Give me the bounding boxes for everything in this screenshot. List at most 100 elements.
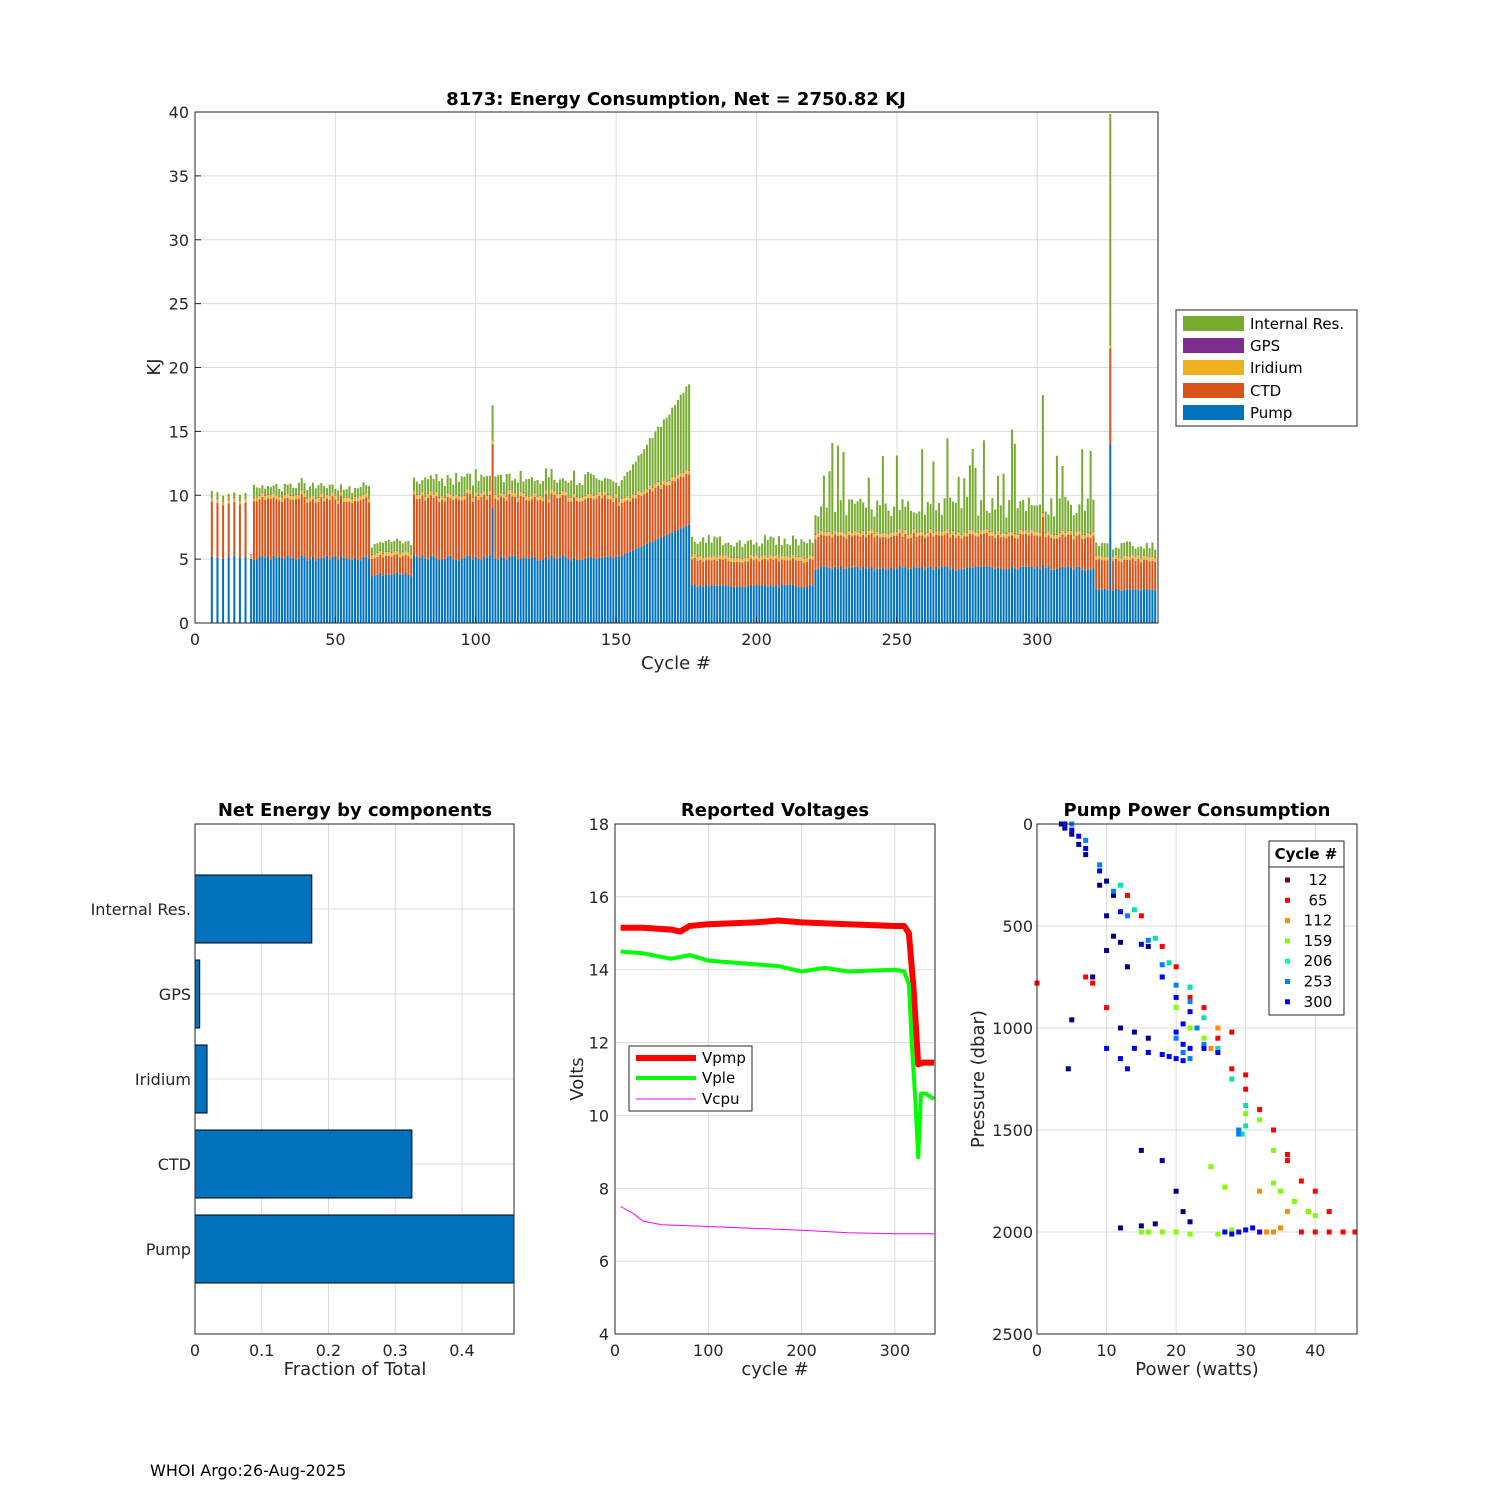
energy-bar-pump (401, 574, 404, 623)
energy-bar-pump (345, 557, 348, 623)
energy-bar-pump (853, 566, 856, 623)
energy-bar-ctd (427, 497, 430, 560)
energy-bar-pump (283, 558, 286, 623)
energy-bar-iridium (696, 557, 699, 561)
pump-power-point (1138, 913, 1144, 919)
energy-bar-iridium (379, 551, 382, 555)
energy-bar-internal (570, 480, 573, 498)
energy-bar-gps (693, 553, 696, 555)
pump-power-point (1152, 935, 1158, 941)
energy-bar-pump (216, 557, 219, 623)
energy-bar-iridium (1140, 558, 1143, 563)
energy-bar-gps (1128, 555, 1131, 557)
energy-bar-ctd (446, 496, 449, 557)
energy-bar-iridium (432, 494, 435, 499)
energy-bar-iridium (929, 529, 932, 533)
energy-bar-gps (1053, 534, 1056, 536)
energy-bar-ctd (233, 502, 236, 556)
energy-bar-internal (368, 486, 371, 498)
energy-bar-internal (348, 486, 351, 498)
energy-bar-pump (957, 569, 960, 623)
energy-bar-pump (634, 548, 637, 623)
energy-bar-gps (281, 497, 284, 498)
energy-bar-gps (570, 497, 573, 498)
energy-bar-ctd (348, 501, 351, 560)
energy-bar-gps (702, 557, 705, 558)
energy-bar-gps (690, 554, 693, 556)
energy-bar-ctd (676, 478, 679, 530)
energy-bar-iridium (1044, 533, 1047, 538)
energy-bar-pump (996, 567, 999, 623)
energy-bar-ctd (769, 558, 772, 586)
energy-bar-gps (1098, 554, 1101, 556)
energy-bar-pump (544, 556, 547, 623)
energy-bar-ctd (839, 535, 842, 567)
pump-power-point (1159, 974, 1165, 980)
energy-bar-gps (348, 497, 351, 498)
energy-bar-iridium (441, 495, 444, 500)
pump-power-point (1180, 1209, 1186, 1215)
energy-bar-gps (415, 494, 418, 496)
energy-bar-ctd (567, 501, 570, 560)
energy-bar-iridium (404, 551, 407, 556)
energy-bar-gps (1117, 556, 1120, 558)
energy-bar-pump (258, 556, 261, 623)
energy-bar-internal (915, 513, 918, 533)
energy-bar-pump (952, 568, 955, 623)
energy-bar-internal (850, 499, 853, 532)
energy-bar-internal (940, 514, 943, 532)
energy-bar-internal (780, 545, 783, 556)
energy-bar-iridium (808, 555, 811, 560)
energy-bar-iridium (525, 496, 528, 501)
energy-bar-iridium (1005, 534, 1008, 538)
energy-bar-ctd (407, 556, 410, 575)
energy-bar-pump (393, 573, 396, 623)
energy-bar-gps (988, 531, 991, 533)
energy-bar-pump (1140, 590, 1143, 623)
energy-bar-gps (1075, 531, 1078, 532)
voltages-ytick-label: 12 (589, 1034, 609, 1053)
energy-bar-internal (609, 479, 612, 495)
energy-bar-ctd (471, 501, 474, 561)
energy-bar-internal (584, 474, 587, 495)
energy-bar-iridium (710, 556, 713, 561)
energy-bar-iridium (814, 535, 817, 540)
energy-bar-iridium (595, 494, 598, 499)
energy-bar-iridium (401, 552, 404, 557)
energy-bar-gps (598, 491, 601, 492)
energy-bar-internal (1103, 543, 1106, 557)
energy-bar-iridium (609, 495, 612, 500)
energy-bar-internal (404, 541, 407, 551)
energy-bar-gps (946, 528, 949, 530)
energy-bar-ctd (996, 534, 999, 568)
energy-bar-pump (668, 533, 671, 623)
energy-bar-iridium (407, 552, 410, 557)
energy-bar-gps (292, 495, 295, 496)
pump-power-point (1201, 1041, 1207, 1047)
energy-bar-internal (295, 488, 298, 495)
energy-bar-ctd (384, 555, 387, 575)
voltages-ytick-label: 6 (599, 1252, 609, 1271)
energy-bar-pump (325, 555, 328, 623)
energy-bar-iridium (702, 557, 705, 562)
energy-bar-pump (806, 587, 809, 623)
energy-bar-ctd (1098, 559, 1101, 590)
energy-bar-ctd (1151, 560, 1154, 590)
pump-power-point (1138, 1147, 1144, 1153)
energy-bar-internal (522, 481, 525, 493)
energy-bar-internal (1081, 449, 1084, 535)
energy-bar-internal (514, 478, 517, 493)
energy-bar-gps (269, 494, 272, 495)
energy-bar-internal (887, 510, 890, 534)
energy-bar-ctd (842, 536, 845, 569)
energy-bar-ctd (966, 536, 969, 568)
energy-bar-iridium (626, 496, 629, 501)
energy-bar-ctd (1126, 559, 1129, 590)
energy-bar-gps (488, 490, 491, 491)
energy-bar-ctd (679, 476, 682, 529)
pump-power-point (1236, 1127, 1242, 1133)
energy-bar-ctd (463, 499, 466, 558)
energy-bar-gps (216, 498, 219, 500)
energy-bar-gps (859, 532, 862, 534)
energy-bar-internal (1033, 505, 1036, 532)
